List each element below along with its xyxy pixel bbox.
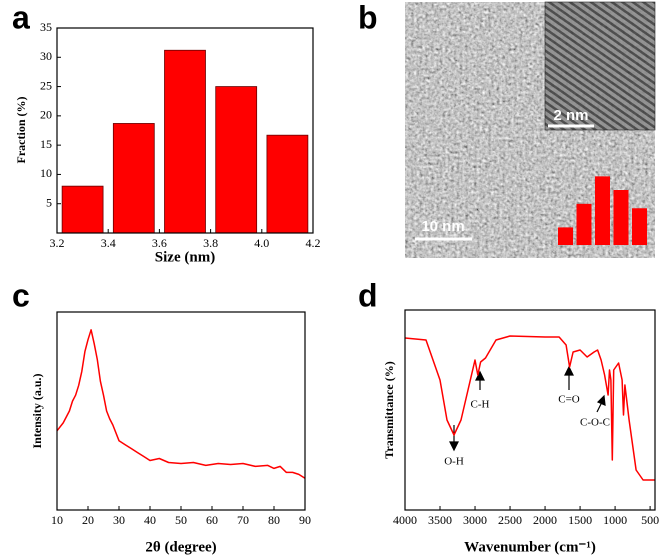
data-line: [56, 329, 306, 479]
x-tick-label: 4.0: [254, 236, 269, 250]
x-axis-title: 2θ (degree): [145, 539, 216, 555]
scale-label: 10 nm: [421, 218, 464, 235]
x-axis-title: Wavenumber (cm⁻¹): [464, 539, 596, 555]
x-tick-label: 2500: [498, 513, 522, 527]
annotation: O-H: [444, 456, 464, 468]
y-tick-label: 15: [40, 137, 52, 151]
y-axis-title: Transmittance (%): [382, 361, 396, 458]
x-tick-label: 60: [206, 513, 218, 527]
bar: [266, 134, 309, 234]
inset-bar: [576, 203, 592, 245]
y-tick-label: 10: [40, 166, 52, 180]
bar: [215, 86, 258, 234]
panel-label: b: [358, 0, 378, 35]
y-tick-label: 5: [46, 195, 52, 209]
inset-bar: [632, 208, 647, 245]
y-tick-label: 25: [40, 78, 52, 92]
y-tick-label: 20: [40, 108, 52, 122]
x-tick-label: 3.6: [152, 236, 167, 250]
x-tick-label: 500: [641, 513, 659, 527]
annotation: C-H: [471, 399, 490, 411]
x-tick-label: 3000: [463, 513, 487, 527]
bar: [61, 185, 104, 234]
x-tick-label: 3.4: [101, 236, 116, 250]
x-tick-label: 4000: [393, 513, 417, 527]
y-tick-label: 35: [40, 20, 52, 34]
data-line: [404, 335, 655, 481]
annotation: C-O-C: [580, 417, 610, 429]
panel-label: c: [12, 277, 30, 313]
x-tick-label: 20: [82, 513, 94, 527]
x-tick-label: 3.8: [203, 236, 218, 250]
x-tick-label: 40: [144, 513, 156, 527]
x-tick-label: 1000: [603, 513, 627, 527]
annotation: C=O: [558, 394, 580, 406]
x-tick-label: 4.2: [306, 236, 321, 250]
x-tick-label: 1500: [568, 513, 592, 527]
x-tick-label: 90: [299, 513, 311, 527]
x-tick-label: 80: [268, 513, 280, 527]
inset-bar: [595, 176, 610, 245]
x-tick-label: 30: [113, 513, 125, 527]
scale-label: 2 nm: [553, 107, 588, 124]
plot-frame: [56, 27, 314, 234]
inset-bar: [613, 190, 629, 245]
x-tick-label: 10: [51, 513, 63, 527]
x-axis-title: Size (nm): [155, 249, 215, 265]
panel-label: a: [12, 0, 30, 35]
bar: [164, 49, 206, 234]
bar: [112, 123, 155, 234]
x-tick-label: 3.2: [50, 236, 65, 250]
y-axis-title: Intensity (a.u.): [30, 373, 44, 448]
x-tick-label: 2000: [533, 513, 557, 527]
arrows: [449, 365, 606, 452]
x-tick-label: 3500: [428, 513, 452, 527]
inset-frame: [544, 1, 656, 131]
y-axis-title: Fraction (%): [14, 97, 28, 164]
panel-label: d: [358, 277, 378, 313]
x-tick-label: 70: [237, 513, 249, 527]
hrtem-inset: [545, 2, 655, 130]
inset-bar: [558, 227, 573, 245]
plot-frame: [404, 309, 656, 511]
x-tick-label: 50: [175, 513, 187, 527]
y-tick-label: 30: [40, 49, 52, 63]
